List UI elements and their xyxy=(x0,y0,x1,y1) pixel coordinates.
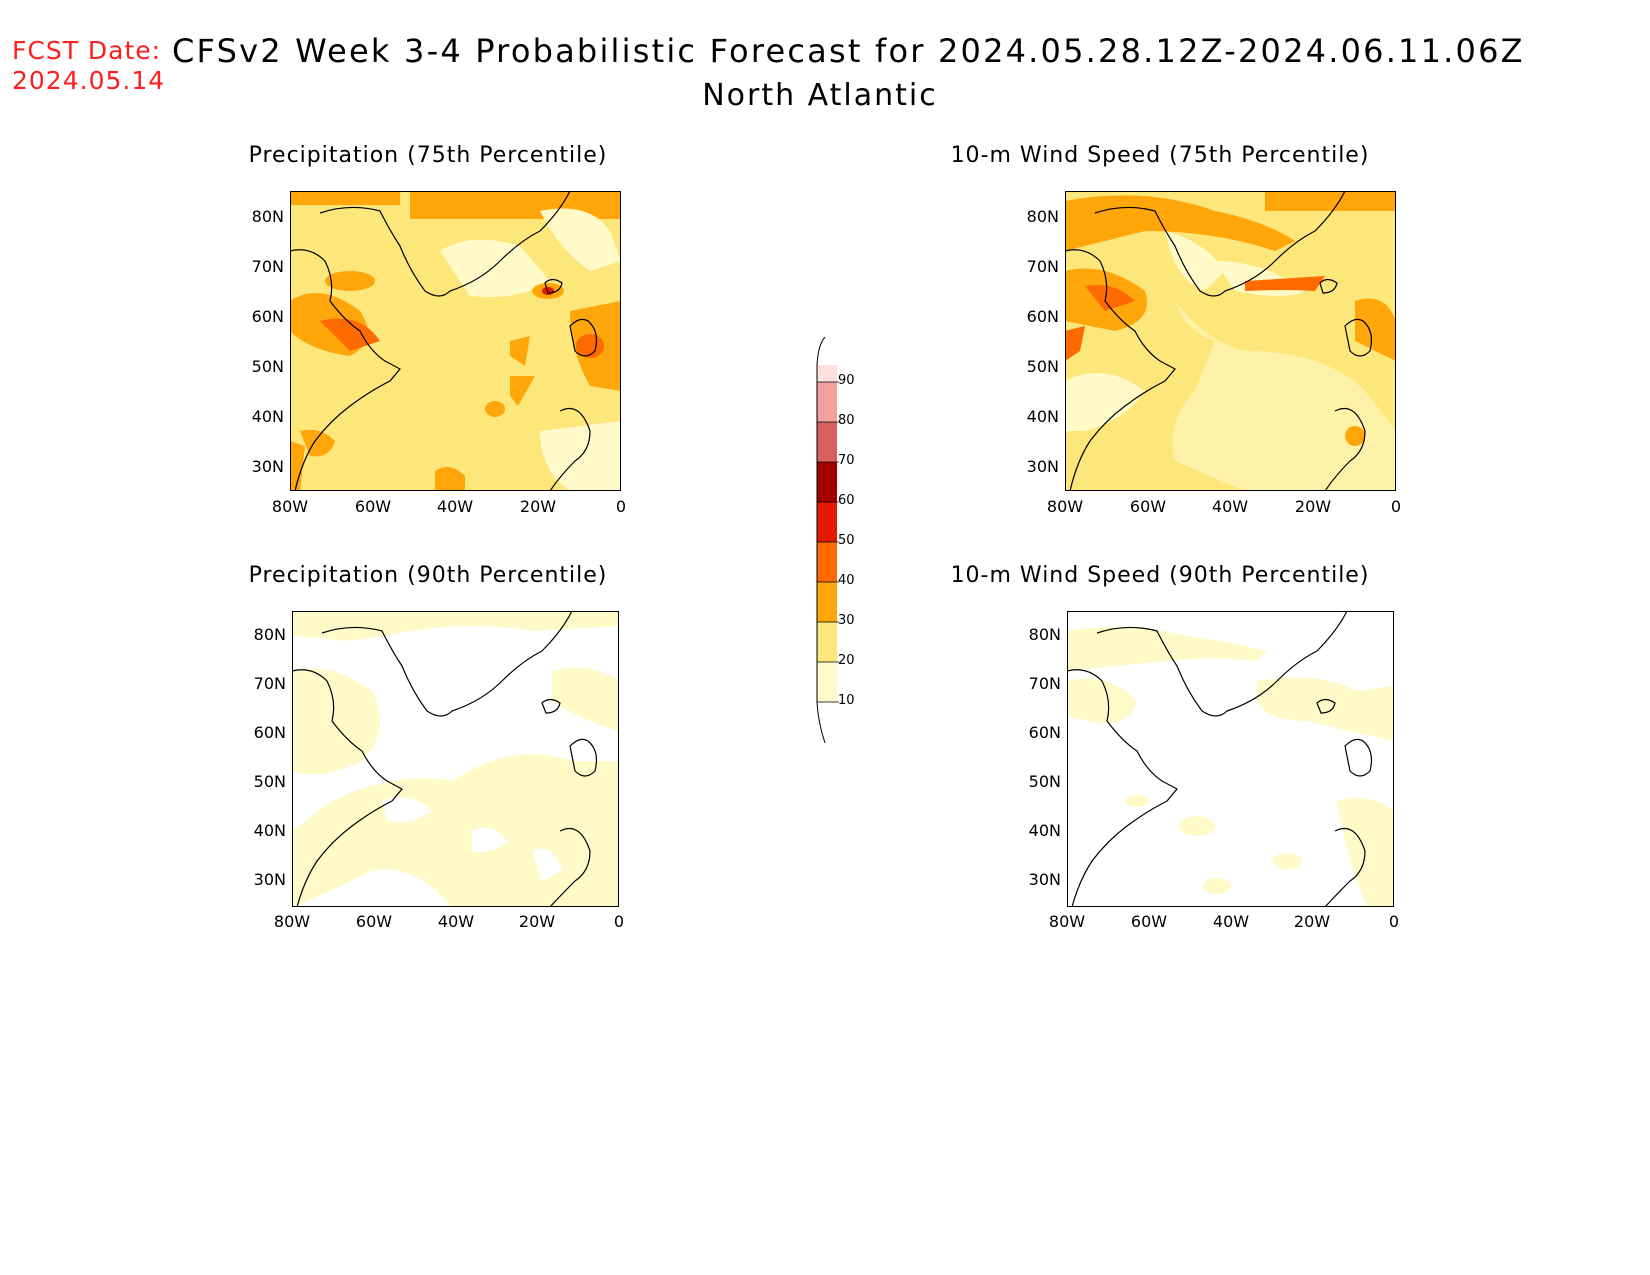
lon-label: 40W xyxy=(437,912,475,931)
colorbar-segment xyxy=(817,422,837,462)
lat-label: 30N xyxy=(1026,457,1059,476)
lat-label: 50N xyxy=(1026,357,1059,376)
colorbar-tick-label: 10 xyxy=(838,693,855,708)
lon-label: 80W xyxy=(1046,497,1084,516)
map-precip-75 xyxy=(290,191,621,491)
panel-title-wind-75: 10-m Wind Speed (75th Percentile) xyxy=(950,143,1370,168)
colorbar-tick-label: 50 xyxy=(838,533,855,548)
lat-label: 40N xyxy=(251,407,284,426)
lat-label: 70N xyxy=(1028,674,1061,693)
colorbar-tick-label: 20 xyxy=(838,653,855,668)
lat-label: 30N xyxy=(251,457,284,476)
lat-label: 30N xyxy=(253,870,286,889)
lat-label: 70N xyxy=(253,674,286,693)
lat-label: 50N xyxy=(251,357,284,376)
forecast-date-label: FCST Date: 2024.05.14 xyxy=(12,36,165,96)
colorbar-segment xyxy=(817,382,837,422)
colorbar-segment xyxy=(817,502,837,542)
lat-label: 40N xyxy=(253,821,286,840)
forecast-date-value: 2024.05.14 xyxy=(12,66,166,95)
colorbar-tick-label: 60 xyxy=(838,493,855,508)
lat-label: 80N xyxy=(251,207,284,226)
lat-label: 60N xyxy=(1026,307,1059,326)
colorbar-segment xyxy=(817,622,837,662)
lat-label: 70N xyxy=(1026,257,1059,276)
lon-label: 60W xyxy=(1130,912,1168,931)
colorbar-segment xyxy=(817,662,837,702)
colorbar-segment xyxy=(817,542,837,582)
colorbar-tick-label: 80 xyxy=(838,413,855,428)
lon-label: 20W xyxy=(519,497,557,516)
region-subtitle: North Atlantic xyxy=(702,78,938,113)
colorbar-segment xyxy=(817,365,837,382)
panel-title-precip-75: Precipitation (75th Percentile) xyxy=(248,143,608,168)
lon-label: 60W xyxy=(354,497,392,516)
lon-label: 0 xyxy=(613,912,625,931)
lon-label: 40W xyxy=(1211,497,1249,516)
lat-label: 30N xyxy=(1028,870,1061,889)
lon-label: 20W xyxy=(518,912,556,931)
lat-label: 60N xyxy=(251,307,284,326)
forecast-date-caption: FCST Date: xyxy=(12,36,162,65)
lat-label: 40N xyxy=(1026,407,1059,426)
lon-label: 60W xyxy=(355,912,393,931)
lat-label: 60N xyxy=(1028,723,1061,742)
colorbar-segment xyxy=(817,582,837,622)
colorbar-tick-label: 30 xyxy=(838,613,855,628)
lat-label: 80N xyxy=(1026,207,1059,226)
lon-label: 80W xyxy=(271,497,309,516)
map-wind-90 xyxy=(1067,611,1394,907)
lat-label: 50N xyxy=(1028,772,1061,791)
colorbar-tick-label: 70 xyxy=(838,453,855,468)
colorbar xyxy=(816,337,839,743)
lon-label: 80W xyxy=(1048,912,1086,931)
lat-label: 80N xyxy=(1028,625,1061,644)
lon-label: 20W xyxy=(1293,912,1331,931)
map-wind-75 xyxy=(1065,191,1396,491)
map-precip-90 xyxy=(292,611,619,907)
lat-label: 40N xyxy=(1028,821,1061,840)
figure-title: CFSv2 Week 3-4 Probabilistic Forecast fo… xyxy=(172,32,1525,70)
lon-label: 80W xyxy=(273,912,311,931)
lat-label: 60N xyxy=(253,723,286,742)
lon-label: 40W xyxy=(436,497,474,516)
colorbar-tick-label: 40 xyxy=(838,573,855,588)
lon-label: 0 xyxy=(1388,912,1400,931)
panel-title-precip-90: Precipitation (90th Percentile) xyxy=(248,563,608,588)
lon-label: 0 xyxy=(615,497,627,516)
lon-label: 0 xyxy=(1390,497,1402,516)
lat-label: 50N xyxy=(253,772,286,791)
lat-label: 70N xyxy=(251,257,284,276)
panel-title-wind-90: 10-m Wind Speed (90th Percentile) xyxy=(950,563,1370,588)
lon-label: 20W xyxy=(1294,497,1332,516)
lon-label: 40W xyxy=(1212,912,1250,931)
colorbar-segment xyxy=(817,462,837,502)
colorbar-tick-label: 90 xyxy=(838,373,855,388)
lon-label: 60W xyxy=(1129,497,1167,516)
lat-label: 80N xyxy=(253,625,286,644)
